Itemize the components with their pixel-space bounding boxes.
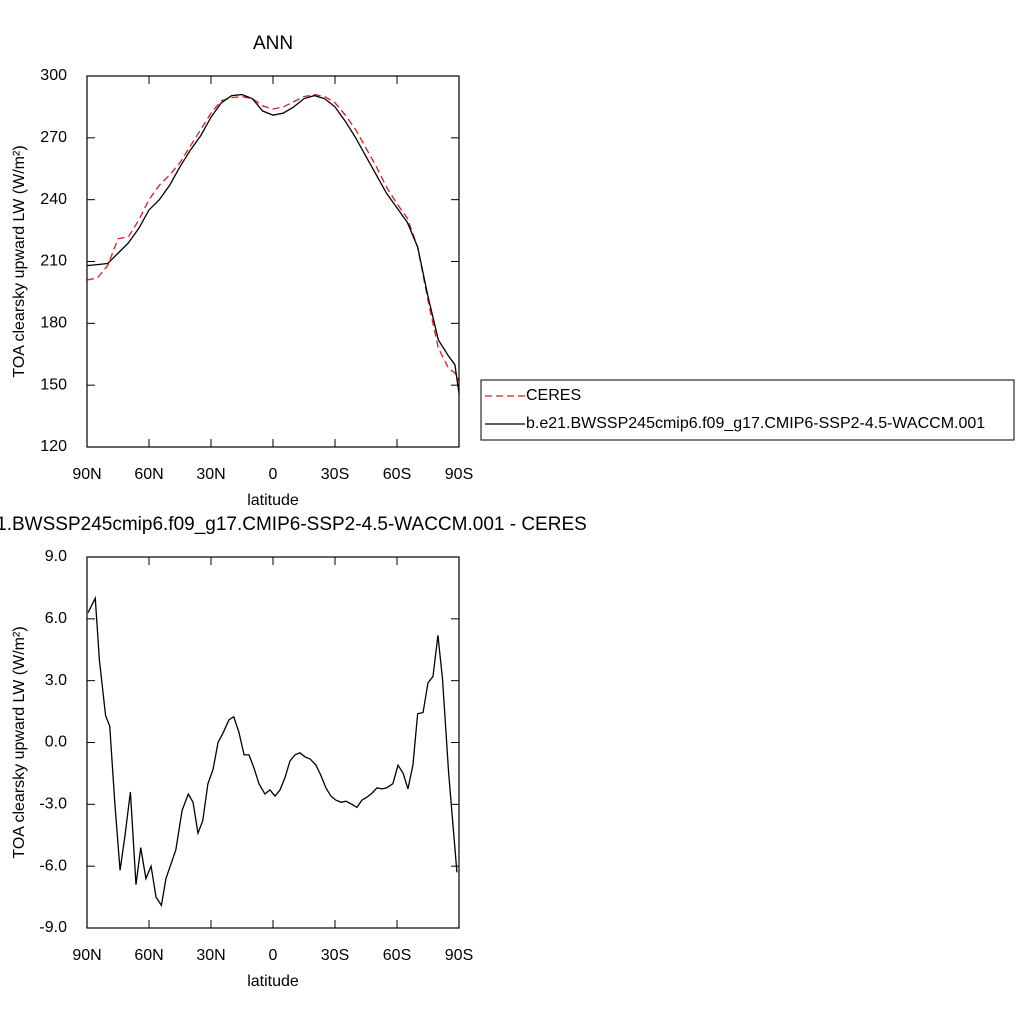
y-axis-label: TOA clearsky upward LW (W/m²) xyxy=(11,626,28,858)
y-tick-label: -6.0 xyxy=(39,857,67,874)
y-tick-label: 240 xyxy=(40,191,67,208)
y-tick-label: 180 xyxy=(40,315,67,332)
legend-label: CERES xyxy=(526,387,581,404)
line-series xyxy=(87,595,458,908)
x-tick-label: 30S xyxy=(321,466,349,483)
plot-frame xyxy=(86,75,460,448)
x-tick-label: 30N xyxy=(196,947,225,964)
plot-frame xyxy=(86,556,460,929)
x-tick-label: 90N xyxy=(72,466,101,483)
x-tick-label: 0 xyxy=(269,466,278,483)
x-tick-label: 30N xyxy=(196,466,225,483)
legend-box xyxy=(480,379,1015,441)
y-tick-label: 3.0 xyxy=(45,672,67,689)
x-tick-label: 90S xyxy=(445,947,473,964)
x-tick-label: 0 xyxy=(269,947,278,964)
x-tick-label: 60N xyxy=(134,947,163,964)
y-tick-label: 270 xyxy=(40,129,67,146)
y-tick-label: 300 xyxy=(40,67,67,84)
x-axis-label: latitude xyxy=(247,973,299,990)
y-tick-label: 0.0 xyxy=(45,734,67,751)
y-tick-label: -9.0 xyxy=(39,919,67,936)
line-series xyxy=(86,93,460,394)
chart-title: ANN xyxy=(253,33,293,54)
chart-title: b.e21.BWSSP245cmip6.f09_g17.CMIP6-SSP2-4… xyxy=(0,514,587,535)
line-series xyxy=(86,93,460,382)
x-tick-label: 60S xyxy=(383,947,411,964)
x-tick-label: 90N xyxy=(72,947,101,964)
y-tick-label: 6.0 xyxy=(45,610,67,627)
y-tick-label: -3.0 xyxy=(39,796,67,813)
x-tick-label: 60N xyxy=(134,466,163,483)
y-axis-label: TOA clearsky upward LW (W/m²) xyxy=(11,145,28,377)
y-tick-label: 150 xyxy=(40,376,67,393)
legend-label: b.e21.BWSSP245cmip6.f09_g17.CMIP6-SSP2-4… xyxy=(526,415,985,432)
y-tick-label: 120 xyxy=(40,438,67,455)
x-tick-label: 90S xyxy=(445,466,473,483)
x-axis-label: latitude xyxy=(247,492,299,509)
x-tick-label: 60S xyxy=(383,466,411,483)
x-tick-label: 30S xyxy=(321,947,349,964)
y-tick-label: 9.0 xyxy=(45,548,67,565)
y-tick-label: 210 xyxy=(40,253,67,270)
